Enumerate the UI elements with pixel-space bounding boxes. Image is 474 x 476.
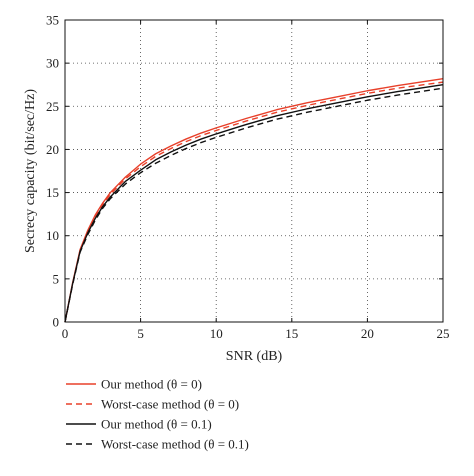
x-axis-title: SNR (dB) — [226, 349, 283, 364]
y-tick-label: 25 — [46, 99, 59, 114]
x-tick-label: 10 — [210, 326, 223, 341]
grid-layer — [65, 20, 443, 322]
x-tick-label: 25 — [437, 326, 450, 341]
y-tick-label: 35 — [46, 13, 59, 28]
x-tick-label: 15 — [285, 326, 298, 341]
legend-item: Worst-case method (θ = 0) — [66, 397, 239, 412]
legend-label-our-method-theta-0-1: Our method (θ = 0.1) — [101, 417, 212, 432]
series-line-3 — [64, 87, 444, 323]
y-axis-title: Secrecy capacity (bit/sec/Hz) — [23, 89, 38, 253]
series-layer — [64, 77, 444, 323]
legend-label-worst-case-theta-0-1: Worst-case method (θ = 0.1) — [101, 437, 249, 452]
legend-item: Our method (θ = 0) — [66, 377, 202, 392]
series-line-1 — [64, 81, 444, 323]
y-tick-label: 10 — [46, 228, 59, 243]
legend: Our method (θ = 0) Worst-case method (θ … — [66, 377, 249, 452]
series-line-0 — [64, 77, 444, 323]
plot-frame — [64, 19, 444, 323]
x-tick-label: 5 — [137, 326, 144, 341]
legend-item: Our method (θ = 0.1) — [66, 417, 212, 432]
legend-label-our-method-theta-0: Our method (θ = 0) — [101, 377, 202, 392]
y-tick-label: 5 — [53, 271, 60, 286]
y-tick-label: 30 — [46, 56, 59, 71]
legend-item: Worst-case method (θ = 0.1) — [66, 437, 249, 452]
y-tick-label: 15 — [46, 185, 59, 200]
ticks-layer: 0 5 10 15 20 25 0 5 10 15 20 25 30 35 — [46, 13, 450, 342]
x-tick-label: 20 — [361, 326, 374, 341]
x-tick-label: 0 — [62, 326, 69, 341]
series-line-2 — [64, 84, 444, 323]
y-tick-label: 0 — [53, 315, 60, 330]
legend-label-worst-case-theta-0: Worst-case method (θ = 0) — [101, 397, 239, 412]
y-tick-label: 20 — [46, 142, 59, 157]
